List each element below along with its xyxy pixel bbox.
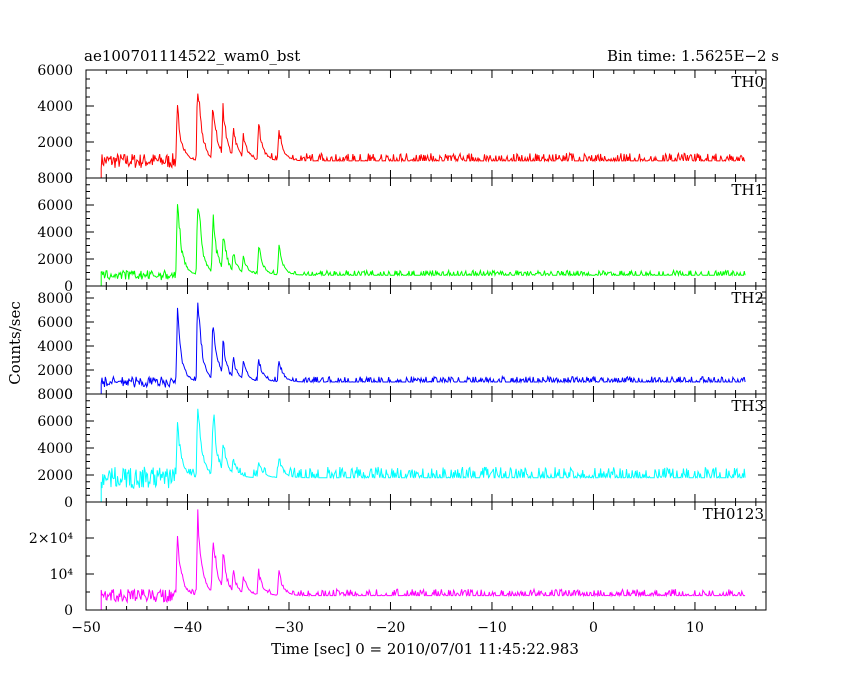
x-tick-label: −30: [274, 620, 304, 636]
y-tick-label: 2000: [37, 363, 73, 379]
panel-th0: 0 2000 4000 6000 TH0: [37, 63, 767, 187]
x-axis-label: Time [sec] 0 = 2010/07/01 11:45:22.983: [271, 640, 579, 658]
y-tick-label: 2×10⁴: [29, 531, 73, 547]
y-tick-label: 6000: [37, 315, 73, 331]
x-tick-label: 10: [686, 620, 704, 636]
y-tick-label: 6000: [37, 414, 73, 430]
x-tick-label: −50: [71, 620, 101, 636]
y-tick-label: 2000: [37, 252, 73, 268]
y-tick-label: 2000: [37, 468, 73, 484]
y-tick-label: 8000: [37, 171, 73, 187]
panel-label-th1: TH1: [731, 181, 764, 199]
series-line-th2: [94, 302, 746, 395]
y-tick-label: 8000: [37, 291, 73, 307]
series-line-th0: [94, 93, 746, 179]
panel-label-th2: TH2: [731, 289, 764, 307]
y-tick-label: 0: [64, 495, 73, 511]
chart-title: ae100701114522_wam0_bst: [84, 47, 300, 65]
y-tick-label: 4000: [37, 99, 73, 115]
series-line-th0123: [94, 509, 746, 611]
panel-frame: [85, 69, 767, 179]
y-tick-label: 6000: [37, 198, 73, 214]
y-tick-label: 10⁴: [50, 567, 74, 583]
y-tick-label: 4000: [37, 441, 73, 457]
y-tick-label: 0: [64, 603, 73, 619]
panel-frame: [85, 393, 767, 503]
x-tick-label: −20: [376, 620, 406, 636]
panel-th3: 0 2000 4000 6000 8000 TH3: [37, 387, 767, 511]
panel-th2: 0 2000 4000 6000 8000 TH2: [37, 285, 767, 403]
panel-label-th0: TH0: [731, 73, 764, 91]
y-tick-label: 4000: [37, 339, 73, 355]
y-tick-label: 6000: [37, 63, 73, 79]
y-tick-label: 0: [64, 387, 73, 403]
y-axis-label: Counts/sec: [6, 301, 24, 385]
y-tick-label: 2000: [37, 135, 73, 151]
x-tick-label: 0: [589, 620, 598, 636]
series-line-th1: [94, 204, 746, 287]
bin-time-label: Bin time: 1.5625E−2 s: [607, 47, 779, 65]
panel-label-th3: TH3: [731, 397, 764, 415]
y-tick-label: 0: [64, 171, 73, 187]
x-tick-label: −10: [477, 620, 507, 636]
y-tick-label: 0: [64, 279, 73, 295]
x-tick-label: −40: [173, 620, 203, 636]
y-tick-label: 4000: [37, 225, 73, 241]
panel-th1: 0 2000 4000 6000 8000 TH1: [37, 171, 767, 295]
series-line-th3: [94, 408, 746, 503]
panels-group: 0 2000 4000 6000 TH0 0 2000 4000 6000 8000 TH1 0 200…: [29, 63, 767, 636]
panel-th0123: 0 10⁴ 2×10⁴ TH0123: [29, 501, 767, 619]
y-tick-label: 8000: [37, 387, 73, 403]
panel-label-th0123: TH0123: [703, 505, 764, 523]
